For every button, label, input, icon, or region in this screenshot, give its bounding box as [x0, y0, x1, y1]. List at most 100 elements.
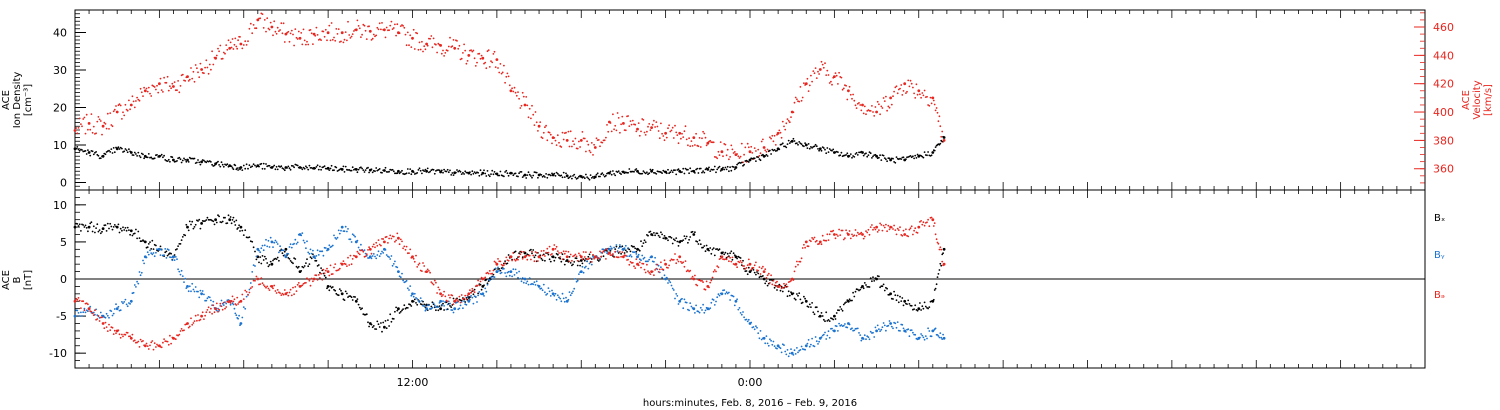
- b-series-1-fill-dot: [712, 299, 715, 301]
- b-series-2-fill-dot: [494, 261, 497, 264]
- velocity-series-fill-dot: [682, 136, 685, 139]
- density-series-fill-dot: [187, 161, 190, 163]
- b-series-2-fill-dot: [92, 314, 95, 317]
- density-series-fill-dot: [203, 159, 205, 162]
- velocity-series-point-39: [622, 122, 625, 125]
- density-series-fill-dot: [583, 177, 586, 180]
- velocity-series-fill-dot: [822, 66, 825, 69]
- velocity-series-fill-dot: [279, 29, 281, 31]
- density-series-fill-dot: [792, 137, 795, 140]
- velocity-series-fill-dot: [941, 130, 944, 133]
- density-series-fill-dot: [244, 167, 247, 170]
- velocity-series-fill-dot: [109, 112, 112, 114]
- velocity-series-fill-dot: [301, 43, 304, 46]
- velocity-series-fill-dot: [769, 136, 771, 139]
- b-series-1-fill-dot: [689, 302, 692, 304]
- b-series-1-fill-dot: [512, 268, 515, 271]
- density-series-fill-dot: [914, 154, 917, 157]
- velocity-series-fill-dot: [413, 48, 416, 50]
- density-series-fill-dot: [804, 142, 806, 145]
- velocity-series-fill-dot: [637, 122, 640, 124]
- b-series-2-fill-dot: [387, 242, 389, 244]
- b-series-1-fill-dot: [99, 311, 102, 314]
- b-series-1-fill-dot: [676, 295, 679, 297]
- velocity-series-fill-dot: [156, 84, 158, 87]
- b-series-2-point-34: [551, 247, 555, 251]
- b-series-0-fill-dot: [868, 286, 871, 288]
- b-series-0-fill-dot: [851, 299, 853, 302]
- velocity-series-fill-dot: [500, 72, 503, 75]
- b-series-2-fill-dot: [504, 262, 506, 264]
- velocity-series-fill-dot: [326, 39, 328, 42]
- b-series-1-fill-dot: [242, 306, 245, 308]
- velocity-series-fill-dot: [416, 32, 419, 35]
- velocity-series-fill-dot: [348, 34, 351, 36]
- velocity-series-fill-dot: [95, 132, 97, 135]
- b-series-1-fill-dot: [380, 252, 382, 255]
- velocity-series-fill-dot: [755, 150, 757, 152]
- velocity-series-fill-dot: [923, 89, 926, 92]
- b-series-2-fill-dot: [222, 301, 225, 304]
- b-series-0-point-1: [87, 225, 91, 229]
- b-series-2-fill-dot: [90, 310, 93, 313]
- b-series-1-fill-dot: [83, 307, 86, 310]
- b-series-1-fill-dot: [326, 249, 328, 252]
- b-series-0-fill-dot: [764, 282, 767, 285]
- b-series-1-fill-dot: [80, 311, 82, 314]
- density-series-fill-dot: [226, 163, 229, 166]
- velocity-series-fill-dot: [295, 36, 298, 39]
- b-series-1-fill-dot: [89, 305, 92, 308]
- density-series-fill-dot: [412, 171, 415, 174]
- velocity-series-fill-dot: [357, 25, 360, 27]
- b-series-1-fill-dot: [143, 262, 146, 265]
- b-series-1-fill-dot: [198, 296, 201, 299]
- velocity-series-fill-dot: [251, 32, 254, 35]
- b-series-0-fill-dot: [289, 260, 292, 262]
- density-series-fill-dot: [724, 166, 727, 169]
- density-series-fill-dot: [766, 155, 769, 157]
- b-series-2-point-54: [833, 233, 836, 236]
- b-series-1-fill-dot: [212, 300, 215, 303]
- b-series-0-fill-dot: [897, 301, 900, 304]
- b-series-1-fill-dot: [779, 347, 782, 350]
- b-series-0-fill-dot: [576, 264, 579, 267]
- density-series-fill-dot: [773, 149, 776, 151]
- velocity-series-fill-dot: [263, 19, 266, 21]
- b-series-2-fill-dot: [422, 262, 424, 264]
- b-series-2-fill-dot: [377, 239, 380, 242]
- density-series-fill-dot: [136, 155, 139, 157]
- b-series-1-fill-dot: [142, 259, 144, 262]
- velocity-series-fill-dot: [480, 54, 483, 57]
- b-series-1-fill-dot: [145, 256, 148, 259]
- b-series-0-point-52: [804, 299, 808, 303]
- velocity-series-fill-dot: [247, 40, 249, 43]
- velocity-series-fill-dot: [199, 62, 202, 65]
- b-series-2-fill-dot: [469, 289, 471, 292]
- density-series-fill-dot: [424, 168, 427, 171]
- b-series-2-fill-dot: [745, 267, 748, 269]
- velocity-series-fill-dot: [885, 95, 887, 98]
- density-series-fill-dot: [287, 165, 290, 168]
- b-series-1-fill-dot: [825, 338, 828, 340]
- b-series-0-fill-dot: [787, 290, 790, 293]
- velocity-series-fill-dot: [403, 26, 406, 29]
- density-series-fill-dot: [592, 175, 594, 178]
- b-series-2-fill-dot: [317, 274, 320, 276]
- density-series-point-9: [200, 160, 204, 164]
- density-series-fill-dot: [85, 153, 88, 155]
- velocity-series-fill-dot: [627, 115, 629, 117]
- b-series-2-fill-dot: [730, 260, 733, 263]
- velocity-series-point-24: [411, 36, 414, 40]
- b-series-1-fill-dot: [317, 254, 320, 256]
- b-series-0-fill-dot: [340, 289, 342, 292]
- velocity-series-fill-dot: [429, 37, 431, 40]
- b-series-0-fill-dot: [572, 263, 574, 266]
- b-series-2-fill-dot: [778, 286, 781, 288]
- b-series-0-fill-dot: [307, 265, 310, 268]
- density-series-fill-dot: [370, 168, 373, 171]
- density-series-fill-dot: [406, 168, 409, 170]
- velocity-series-fill-dot: [227, 39, 230, 42]
- b-series-0-fill-dot: [87, 230, 89, 233]
- velocity-series-fill-dot: [712, 141, 715, 144]
- b-series-1-fill-dot: [389, 258, 392, 260]
